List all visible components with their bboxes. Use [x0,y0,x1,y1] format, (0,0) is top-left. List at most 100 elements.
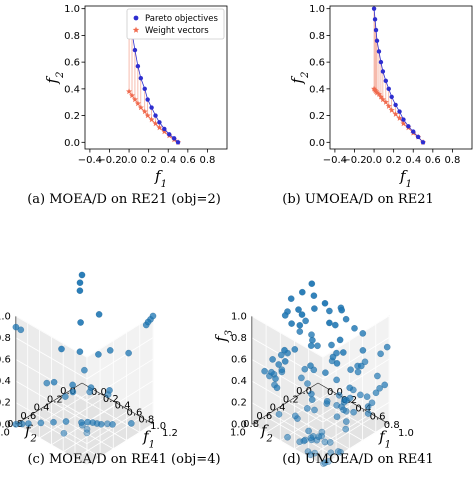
data-point [354,368,362,376]
z-tick-label: 0.0 [0,419,11,430]
pareto-objective-marker [132,47,138,53]
weight-vector-marker [141,108,148,115]
pareto-objective-marker [167,132,172,137]
x-tick-label: 0.2 [103,394,119,405]
z-tick-label: 0.8 [231,333,247,344]
weight-vector-marker [126,88,133,95]
weight-vector-marker [148,116,155,123]
data-point [76,287,84,295]
legend-weight-label: Weight vectors [145,26,209,36]
pareto-objective-marker [415,134,421,140]
data-point [95,311,103,318]
data-point [311,406,318,414]
weight-vector-marker [382,99,389,105]
pareto-objective-marker [373,27,379,33]
data-point [325,458,332,465]
x-tick-label: 0.4 [355,403,371,414]
data-point [377,350,384,358]
data-point [357,391,364,399]
data-point [383,343,391,351]
y-tick-label: 0.6 [20,411,36,422]
data-point [304,448,312,455]
data-point [326,307,333,315]
data-point [309,336,316,344]
weight-vector-marker [372,87,379,93]
pareto-objective-marker [393,102,398,108]
data-point [301,365,309,373]
y-axis-label: f2 [43,72,66,85]
caption-a: (a) MOEA/D on RE21 (obj=2) [27,192,221,207]
data-point [288,320,295,327]
z-tick-label: 0.4 [231,376,247,387]
plot-frame [329,5,473,150]
x-axis-label: f1 [378,428,391,451]
pareto-objective-marker [135,63,141,69]
x-axis-label: f1 [142,428,155,451]
y-tick-label: 0.0 [60,386,76,397]
weight-vector-marker [377,93,384,100]
weight-vector-marker [134,100,141,107]
x-tick-label: 0.4 [160,155,176,166]
pareto-objective-marker [397,109,402,114]
y-tick-label: 0.2 [47,394,63,405]
data-point [298,288,306,296]
y-tick-label: 0.0 [309,138,325,149]
data-point [336,336,344,344]
data-point [95,351,102,358]
data-point [303,405,311,412]
x-tick-label: 0.2 [141,155,157,166]
x-tick-label: 0.0 [121,155,137,166]
x-tick-label: 0.6 [425,155,441,166]
z-tick-label: 0.2 [231,398,247,409]
y-tick-label: 1.0 [64,4,80,15]
pareto-objective-marker [401,117,406,122]
data-point [106,347,114,354]
data-point [83,429,91,437]
data-point [272,375,279,383]
x-tick-label: 0.0 [327,387,343,398]
x-tick-label: −0.4 [78,155,102,166]
data-point [291,346,299,353]
y-tick-label: 1.0 [0,427,10,438]
data-point [50,378,58,386]
data-point [333,376,340,384]
y-tick-label: 0.0 [296,386,312,397]
z-tick-label: 0.8 [0,333,11,344]
pareto-objective-marker [406,124,411,129]
data-point [109,421,116,428]
data-point [296,328,304,335]
y-tick-label: 0.2 [283,394,299,405]
data-point [374,372,381,380]
x-tick-label: 0.8 [384,420,400,431]
pareto-objective-marker [171,136,177,141]
data-point [83,425,91,433]
pareto-objective-marker [157,120,162,125]
data-point [296,321,304,329]
data-point [69,381,76,389]
weight-vector-marker [375,91,383,97]
data-point [43,379,51,387]
weight-vector-marker [379,96,386,103]
pareto-objective-marker [372,17,378,22]
x-tick-label: 1.2 [162,428,178,439]
x-tick-label: −0.2 [342,155,366,166]
data-point [106,386,113,394]
y-axis-label: f2 [288,72,311,85]
data-point [76,348,84,356]
data-point [334,448,342,455]
weight-vector-marker [152,120,159,127]
x-axis-line [81,382,154,425]
data-point [144,318,152,326]
data-point [311,449,319,457]
caption-c: (c) MOEA/D on RE41 (obj=4) [27,452,220,467]
data-point [350,408,357,416]
data-point [12,420,20,428]
data-point [310,292,318,300]
x-tick-label: 1.0 [150,421,166,432]
weight-vector-marker [400,120,407,127]
data-point [62,418,70,425]
z-tick-label: 1.0 [0,311,11,322]
z-tick-label: 0.6 [231,355,247,366]
weight-vector-marker [373,89,381,96]
